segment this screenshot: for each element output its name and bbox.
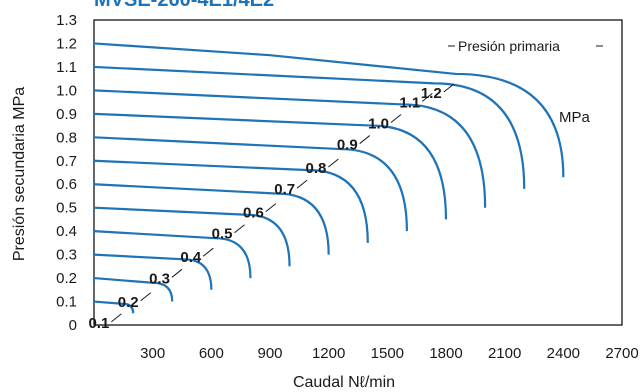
y-tick-label: 0.1 xyxy=(56,294,77,311)
series-label: 1.0 xyxy=(368,115,389,132)
y-tick-label: 0.8 xyxy=(56,129,77,146)
series-label-leader xyxy=(390,114,402,123)
y-tick-labels: 0 0.1 0.2 0.3 0.4 0.5 0.6 0.7 0.8 0.9 1.0 1.1 1.2 1.3 xyxy=(56,12,77,334)
series-label-leader xyxy=(234,224,245,234)
series-label-leader xyxy=(296,179,308,189)
y-tick-label: 1.1 xyxy=(56,59,77,76)
series-label: 0.4 xyxy=(180,249,202,266)
y-tick-label: 0.4 xyxy=(56,223,77,240)
series-label-leader xyxy=(443,83,455,93)
x-tick-label: 2700 xyxy=(605,345,638,362)
x-axis-label: Caudal Nℓ/min xyxy=(293,374,395,391)
y-tick-label: 0.2 xyxy=(56,270,77,287)
x-tick-label: 2100 xyxy=(488,345,521,362)
y-axis-label: Presión secundaria MPa xyxy=(11,87,28,261)
series-label-leader xyxy=(140,292,151,302)
y-tick-label: 1.3 xyxy=(56,12,77,29)
y-tick-label: 0.6 xyxy=(56,176,77,193)
series-curve-0-4 xyxy=(93,230,252,279)
series-label-leader xyxy=(265,203,277,213)
series-label: 0.1 xyxy=(88,315,109,332)
series-curve-0-5 xyxy=(93,206,291,267)
y-tick-label: 0.5 xyxy=(56,200,77,217)
series-curve-0-6 xyxy=(93,183,330,255)
series-label-leader xyxy=(328,158,339,168)
x-tick-label: 1200 xyxy=(312,345,345,362)
y-tick-label: 0.9 xyxy=(56,106,77,123)
series-label: 1.2 xyxy=(421,85,442,102)
series-label-leader xyxy=(421,92,433,102)
x-tick-label: 300 xyxy=(140,345,165,362)
legend-title: Presión primaria xyxy=(458,38,560,54)
y-tick-label: 0.7 xyxy=(56,153,77,170)
series-label: 0.3 xyxy=(149,270,170,287)
y-tick-label: 1.2 xyxy=(56,35,77,52)
x-tick-label: 2400 xyxy=(547,345,580,362)
series-label-leader xyxy=(359,135,371,144)
series-curve-1-1 xyxy=(93,65,526,189)
series-curve-1-2 xyxy=(93,42,565,178)
series-label-leader xyxy=(202,247,214,257)
series-label: 0.9 xyxy=(337,137,358,154)
series-label: 0.5 xyxy=(212,226,233,243)
series-curve-0-7 xyxy=(93,159,369,243)
series-labels: 0.1 0.2 0.3 0.4 0.5 0.6 0.7 0.8 0.9 1.0 1.11.2 xyxy=(88,83,455,332)
x-tick-labels: 300 600 900 1200 1500 1800 2100 2400 2700 xyxy=(140,345,639,362)
y-tick-label: 1.0 xyxy=(56,82,77,99)
series-label: 0.2 xyxy=(118,294,139,311)
legend: Presión primaria xyxy=(448,38,603,54)
x-tick-label: 600 xyxy=(199,345,224,362)
series-label: 0.6 xyxy=(243,205,264,222)
y-tick-label: 0.3 xyxy=(56,247,77,264)
x-tick-label: 900 xyxy=(257,345,282,362)
series-curve-0-2 xyxy=(93,276,174,302)
series-label: 0.8 xyxy=(306,160,327,177)
series-curve-0-9 xyxy=(93,112,448,220)
series-label: 1.1 xyxy=(399,94,420,111)
y-tick-label: 0 xyxy=(69,317,77,334)
series-unit-label: MPa xyxy=(559,109,591,126)
chart-title: MVSE-260-4E1/4E2 xyxy=(94,0,274,11)
x-tick-label: 1800 xyxy=(429,345,462,362)
series-curve-1-0 xyxy=(93,89,487,208)
series-curve-0-3 xyxy=(93,253,213,290)
series-curve-0-8 xyxy=(93,136,408,232)
series-label: 0.7 xyxy=(274,181,295,198)
series-label-leader xyxy=(171,268,183,278)
series-curve-0-1 xyxy=(93,300,135,314)
series-label-leader xyxy=(111,313,122,323)
x-tick-label: 1500 xyxy=(371,345,404,362)
series-layer xyxy=(93,42,565,314)
plot-frame xyxy=(93,19,623,326)
